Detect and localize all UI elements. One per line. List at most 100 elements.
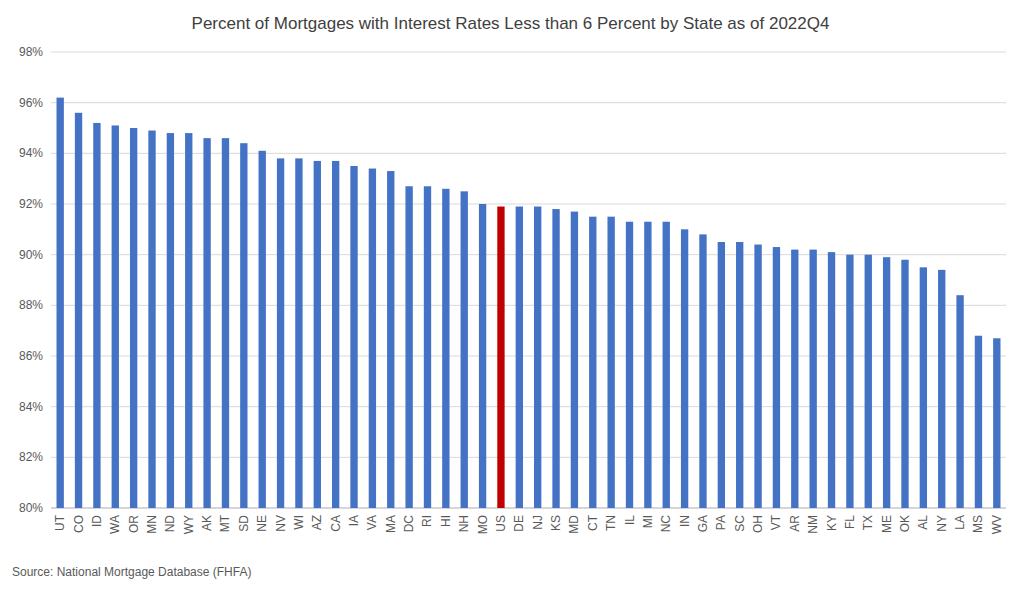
bar [442, 189, 449, 508]
y-tick-label: 94% [19, 146, 43, 160]
x-tick-label: SD [237, 515, 251, 532]
y-tick-label: 98% [19, 45, 43, 59]
y-tick-label: 90% [19, 248, 43, 262]
x-tick-label: WA [108, 515, 122, 534]
bar [424, 186, 431, 508]
grid-line [51, 153, 1006, 154]
y-tick-label: 96% [19, 96, 43, 110]
x-tick-label: WY [182, 515, 196, 534]
y-tick-label: 84% [19, 400, 43, 414]
x-tick-label: DC [402, 515, 416, 533]
bar [203, 138, 210, 508]
bars [57, 98, 1001, 508]
x-tick-label: AL [916, 515, 930, 530]
x-tick-label: CT [586, 514, 600, 531]
bar [846, 255, 853, 508]
grid-line [51, 457, 1006, 458]
grid-line [51, 305, 1006, 306]
grid-line [51, 204, 1006, 205]
bar [828, 252, 835, 508]
x-tick-label: NJ [531, 515, 545, 530]
bar [259, 151, 266, 508]
x-tick-label: ME [880, 515, 894, 533]
bar [791, 250, 798, 508]
bar [130, 128, 137, 508]
bar [185, 133, 192, 508]
bar [552, 209, 559, 508]
x-tick-label: MD [567, 515, 581, 534]
x-tick-label: NM [806, 515, 820, 534]
x-tick-label: GA [696, 515, 710, 532]
bar [314, 161, 321, 508]
x-tick-label: AR [788, 515, 802, 532]
x-tick-label: ND [163, 515, 177, 533]
bar [112, 125, 119, 508]
y-tick-label: 82% [19, 450, 43, 464]
x-tick-label: ID [90, 515, 104, 527]
grid-line [51, 508, 1006, 509]
grid-line [51, 52, 1006, 53]
x-tick-label: IA [347, 515, 361, 526]
bar [901, 260, 908, 508]
y-tick-label: 86% [19, 349, 43, 363]
x-tick-label: FL [843, 515, 857, 529]
x-tick-label: WV [990, 515, 1004, 534]
bar [809, 250, 816, 508]
x-tick-label: MI [641, 515, 655, 528]
bar [754, 245, 761, 508]
x-tick-label: OK [898, 515, 912, 532]
grid-line [51, 102, 1006, 103]
bar [461, 191, 468, 508]
bar [883, 257, 890, 508]
x-tick-label: MA [384, 515, 398, 533]
bar [589, 217, 596, 508]
bar [956, 295, 963, 508]
x-tick-label: LA [953, 515, 967, 530]
x-tick-label: HI [439, 515, 453, 527]
x-tick-label: PA [714, 515, 728, 530]
bar [516, 207, 523, 508]
bar [405, 186, 412, 508]
grid-line [51, 356, 1006, 357]
x-tick-label: MO [476, 515, 490, 534]
x-tick-label: VT [769, 514, 783, 530]
x-tick-label: SC [733, 515, 747, 532]
bar [607, 217, 614, 508]
x-axis [51, 508, 1006, 509]
bar [369, 169, 376, 508]
x-tick-label: KS [549, 515, 563, 531]
x-tick-label: NE [255, 515, 269, 532]
y-tick-label: 88% [19, 298, 43, 312]
x-tick-label: CA [329, 515, 343, 532]
bar [975, 336, 982, 508]
x-tick-label: NC [659, 515, 673, 533]
x-tick-label: IL [623, 515, 637, 525]
x-tick-label: MS [971, 515, 985, 533]
x-tick-label: OR [127, 515, 141, 533]
bar [57, 98, 64, 508]
bar [736, 242, 743, 508]
x-tick-label: AK [200, 515, 214, 531]
x-tick-label: IN [678, 515, 692, 527]
bar [773, 247, 780, 508]
bar [350, 166, 357, 508]
bar [571, 212, 578, 508]
x-tick-label: TX [861, 515, 875, 530]
bar [295, 158, 302, 508]
x-tick-label: OH [751, 515, 765, 533]
bar [497, 207, 504, 508]
x-tick-label: DE [512, 515, 526, 532]
bar [148, 131, 155, 508]
bar [644, 222, 651, 508]
bar [93, 123, 100, 508]
bar [387, 171, 394, 508]
bar [167, 133, 174, 508]
x-tick-label: UT [53, 514, 67, 531]
x-tick-label: US [494, 515, 508, 532]
bar [479, 204, 486, 508]
x-tick-label: MT [218, 514, 232, 532]
grid-line [51, 406, 1006, 407]
chart: Percent of Mortgages with Interest Rates… [0, 0, 1021, 591]
x-tick-label: VA [365, 515, 379, 530]
y-tick-label: 80% [19, 501, 43, 515]
